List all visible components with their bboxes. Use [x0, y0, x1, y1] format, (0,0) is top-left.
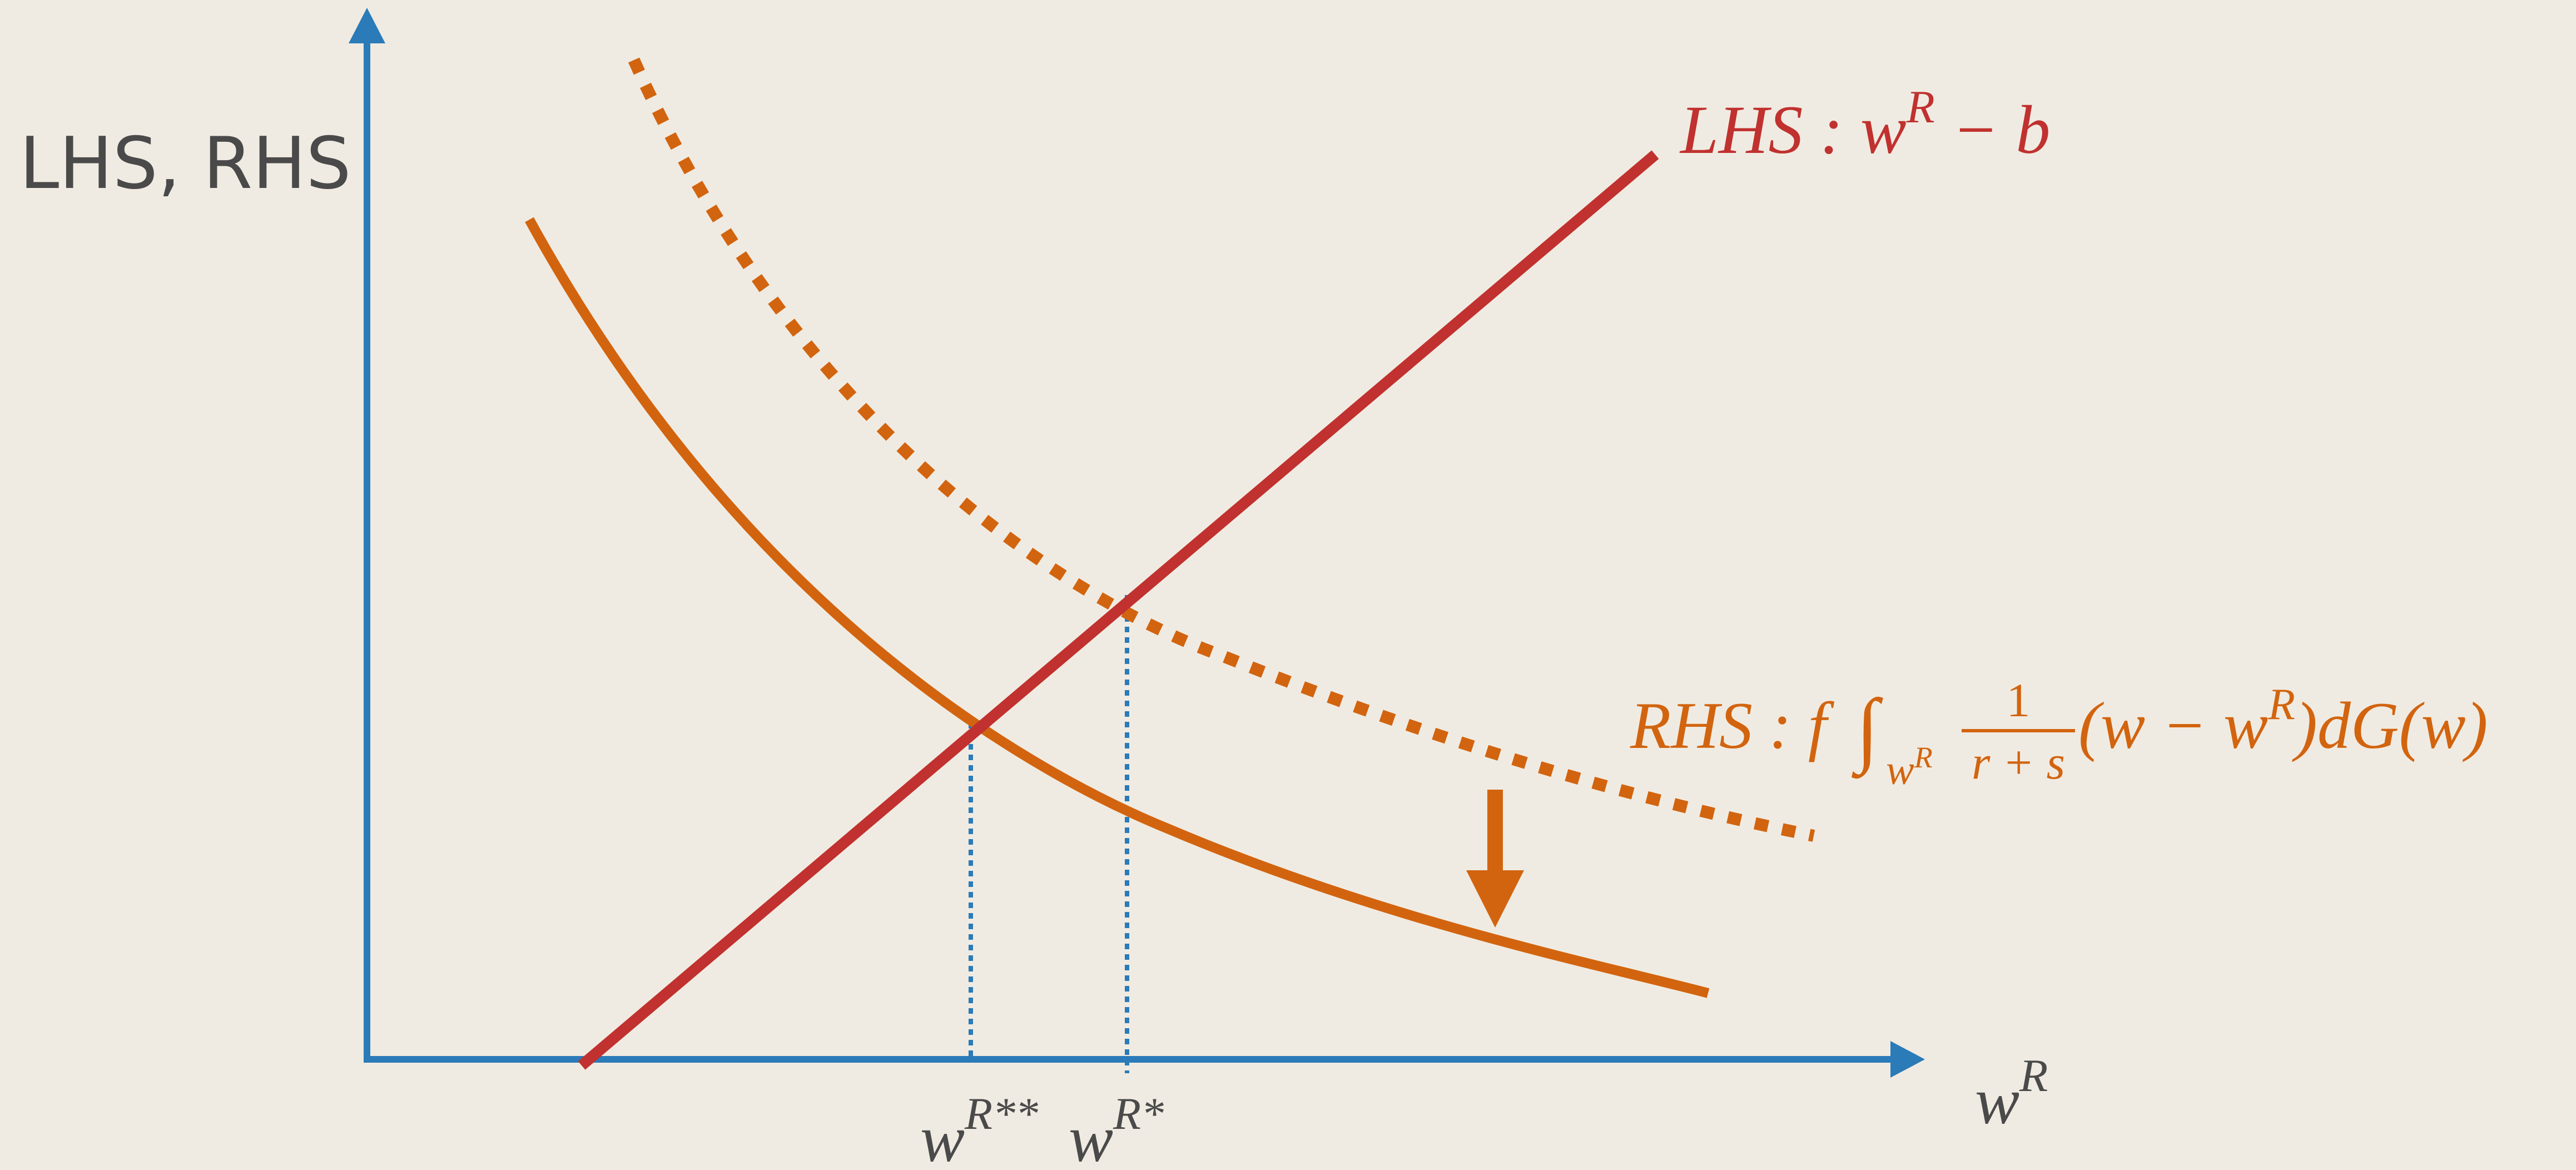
x-axis-label-base: w — [1975, 1064, 2019, 1138]
rhs-label-tail-a: (w − w — [2078, 688, 2268, 762]
rhs-label-lower-limit-sup: R — [1914, 741, 1933, 774]
rhs-label-frac-num: 1 — [2007, 673, 2031, 727]
lhs-label-suffix: − b — [1935, 92, 2051, 168]
rhs-label-lower-limit-base: w — [1886, 747, 1914, 794]
lhs-label: LHS : wR − b — [1679, 81, 2051, 168]
lhs-line — [578, 150, 1659, 1070]
shift-arrow-shaft — [1487, 790, 1503, 873]
rhs-label-tail: (w − wR)dG(w) — [2078, 680, 2488, 762]
rhs-label-frac-den: r + s — [1972, 736, 2065, 789]
rhs-label-integral: ∫ — [1852, 682, 1883, 779]
tick-w-r-star-base: w — [1069, 1102, 1113, 1170]
x-axis-label: wR — [1975, 1050, 2048, 1138]
rhs-curve-original — [628, 57, 1815, 842]
tick-w-r-double-star-sup: R** — [964, 1088, 1038, 1139]
y-axis-label: LHS, RHS — [19, 122, 351, 205]
rhs-label-lower-limit: wR — [1886, 741, 1933, 794]
shift-arrow-head — [1466, 870, 1524, 928]
x-axis-arrowhead — [1890, 1041, 1925, 1078]
lhs-label-sup: R — [1906, 81, 1935, 133]
x-axis-label-sup: R — [2019, 1050, 2048, 1102]
y-axis-arrowhead — [349, 8, 385, 43]
rhs-label-prefix: RHS : f — [1630, 688, 1835, 762]
rhs-curve-shifted — [525, 217, 1710, 998]
lhs-label-w: w — [1860, 92, 1907, 168]
tick-w-r-double-star-base: w — [920, 1102, 965, 1170]
rhs-label: RHS : f ∫ wR 1 r + s (w − wR)dG(w) — [1630, 673, 2488, 794]
rhs-label-tail-sup: R — [2267, 680, 2295, 729]
tick-w-r-star-sup: R* — [1113, 1088, 1164, 1139]
lhs-label-prefix: LHS : — [1679, 92, 1860, 168]
tick-label-w-r-double-star: wR** — [920, 1088, 1038, 1170]
rhs-label-tail-b: )dG(w) — [2292, 688, 2488, 762]
tick-label-w-r-star: wR* — [1069, 1088, 1164, 1170]
